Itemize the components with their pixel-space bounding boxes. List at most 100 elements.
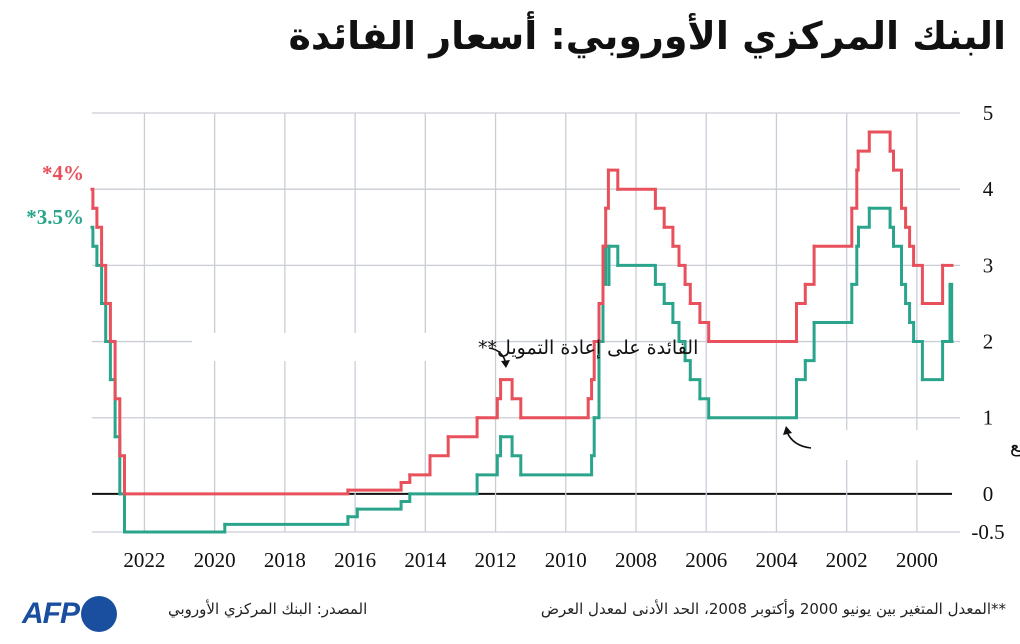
deposit-rate-step bbox=[671, 321, 681, 343]
refi-rate-step bbox=[812, 206, 854, 248]
refi-rate-step bbox=[900, 206, 908, 229]
deposit-rate-step bbox=[707, 378, 798, 420]
deposit-rate-step bbox=[346, 507, 359, 519]
deposit-rate-step bbox=[499, 435, 514, 458]
refi-rate-step bbox=[601, 206, 608, 248]
refi-rate-step bbox=[662, 225, 675, 248]
deposit-rate-step bbox=[510, 454, 523, 477]
deposit-rate-step bbox=[662, 302, 675, 324]
refi-rate-step bbox=[867, 130, 892, 153]
refi-annotation-bg bbox=[192, 333, 482, 361]
x-tick-label: 2014 bbox=[404, 548, 447, 572]
refi-rate-step bbox=[519, 397, 590, 420]
deposit-rate-step bbox=[855, 225, 860, 248]
refi-rate-step bbox=[113, 397, 122, 458]
refi-rate-step bbox=[850, 168, 859, 210]
x-tick-label: 2016 bbox=[334, 548, 376, 572]
refi-rate-step bbox=[123, 488, 350, 496]
refi-annotation: الفائدة على إعادة التمويل** bbox=[478, 337, 698, 360]
deposit-rate-step bbox=[795, 359, 807, 382]
deposit-rate-step bbox=[223, 515, 350, 526]
deposit-rate-step bbox=[100, 302, 108, 343]
series-lines bbox=[90, 130, 954, 534]
deposit-rate-step bbox=[590, 416, 596, 458]
deposit-arrowhead-icon bbox=[783, 426, 792, 435]
refi-end-label: *4% bbox=[42, 161, 84, 185]
deposit-rate-step bbox=[616, 263, 657, 286]
refi-rate-step bbox=[892, 168, 903, 210]
deposit-rate-step bbox=[677, 340, 687, 363]
afp-logo: AFP bbox=[22, 596, 117, 632]
x-tick-label: 2010 bbox=[545, 548, 587, 572]
y-tick-label: -0.5 bbox=[971, 520, 1004, 544]
x-tick-label: 2008 bbox=[615, 548, 657, 572]
refi-rate-step bbox=[108, 340, 117, 401]
deposit-rate-step bbox=[857, 206, 871, 229]
refi-rate-step bbox=[118, 454, 126, 496]
afp-logo-text: AFP bbox=[22, 597, 80, 630]
deposit-rate-step bbox=[941, 282, 952, 343]
deposit-rate-step bbox=[892, 244, 903, 286]
deposit-rate-step bbox=[104, 340, 112, 382]
y-tick-label: 0 bbox=[983, 482, 994, 506]
x-tick-label: 2002 bbox=[826, 548, 868, 572]
deposit-rate-step bbox=[904, 302, 912, 324]
refi-rate-step bbox=[904, 225, 912, 248]
refi-rate-step bbox=[920, 263, 945, 305]
refi-rate-step bbox=[707, 302, 798, 343]
deposit-rate-step bbox=[607, 244, 620, 267]
x-tick-label: 2012 bbox=[475, 548, 517, 572]
deposit-rate-step bbox=[920, 340, 945, 382]
x-tick-label: 2022 bbox=[123, 548, 165, 572]
footnote: **المعدل المتغير بين يونيو 2000 وأكتوبر … bbox=[540, 600, 1006, 618]
deposit-rate-step bbox=[812, 282, 854, 324]
chart-title: البنك المركزي الأوروبي: أسعار الفائدة bbox=[288, 14, 1007, 58]
refi-series bbox=[90, 130, 954, 496]
refi-rate-step bbox=[855, 149, 860, 172]
y-tick-label: 3 bbox=[983, 253, 994, 277]
refi-rate-step bbox=[104, 302, 112, 343]
y-tick-label: 1 bbox=[983, 406, 994, 430]
deposit-rate-step bbox=[90, 225, 95, 248]
refi-rate-step bbox=[95, 225, 104, 267]
x-tick-label: 2006 bbox=[685, 548, 727, 572]
refi-rate-step bbox=[856, 130, 871, 153]
deposit-rate-step bbox=[683, 359, 692, 382]
deposit-end-label: *3.5% bbox=[26, 205, 84, 229]
y-tick-label: 2 bbox=[983, 330, 994, 354]
refi-rate-step bbox=[688, 302, 702, 324]
refi-rate-step bbox=[399, 473, 412, 484]
refi-rate-step bbox=[495, 378, 503, 401]
refi-arrowhead-icon bbox=[501, 360, 510, 368]
refi-rate-step bbox=[671, 244, 681, 267]
deposit-rate-step bbox=[888, 225, 895, 248]
refi-rate-step bbox=[597, 244, 605, 305]
refi-rate-step bbox=[475, 397, 499, 420]
deposit-rate-step bbox=[867, 206, 892, 229]
deposit-rate-step bbox=[123, 522, 227, 534]
y-tick-label: 5 bbox=[983, 101, 994, 125]
deposit-rate-step bbox=[399, 492, 412, 503]
deposit-rate-step bbox=[803, 321, 816, 363]
refi-rate-step bbox=[606, 168, 620, 191]
refi-rate-step bbox=[698, 321, 711, 343]
deposit-rate-step bbox=[850, 244, 859, 286]
deposit-rate-step bbox=[688, 378, 702, 401]
deposit-rate-step bbox=[519, 454, 594, 477]
deposit-series bbox=[90, 206, 954, 534]
refi-rate-step bbox=[499, 378, 514, 401]
refi-rate-step bbox=[90, 187, 95, 210]
deposit-rate-step bbox=[408, 473, 479, 496]
refi-rate-step bbox=[803, 244, 816, 286]
deposit-rate-step bbox=[355, 500, 403, 511]
afp-logo-dot bbox=[81, 596, 117, 632]
deposit-rate-step bbox=[698, 397, 711, 420]
refi-rate-step bbox=[446, 416, 479, 439]
refi-rate-step bbox=[888, 149, 895, 172]
refi-rate-step bbox=[912, 263, 924, 305]
deposit-rate-step bbox=[900, 282, 908, 305]
refi-rate-step bbox=[586, 378, 594, 401]
x-tick-label: 2000 bbox=[896, 548, 938, 572]
deposit-annotation-bg bbox=[818, 430, 1013, 460]
